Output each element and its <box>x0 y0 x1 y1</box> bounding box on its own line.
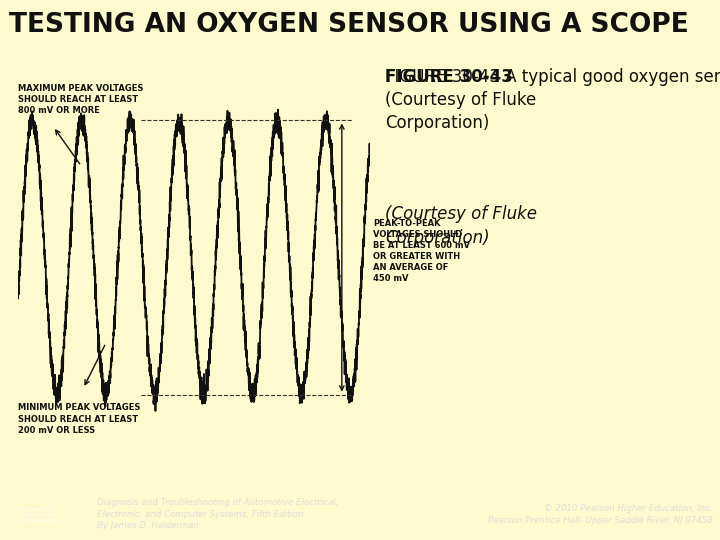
Text: TESTING AN OXYGEN SENSOR USING A SCOPE: TESTING AN OXYGEN SENSOR USING A SCOPE <box>9 12 688 38</box>
Text: (Courtesy of Fluke
Corporation): (Courtesy of Fluke Corporation) <box>385 205 537 247</box>
Text: Macintosh PICT
image format
is not supported: Macintosh PICT image format is not suppo… <box>17 507 59 523</box>
Text: MINIMUM PEAK VOLTAGES
SHOULD REACH AT LEAST
200 mV OR LESS: MINIMUM PEAK VOLTAGES SHOULD REACH AT LE… <box>18 403 140 435</box>
Text: FIGURE 30-43: FIGURE 30-43 <box>385 68 513 85</box>
Text: PEAK-TO-PEAK
VOLTAGES SHOULD
BE AT LEAST 600 mV
OR GREATER WITH
AN AVERAGE OF
45: PEAK-TO-PEAK VOLTAGES SHOULD BE AT LEAST… <box>373 219 470 284</box>
Text: FIGURE 30-43 A typical good oxygen sensor waveform as displayed on a digital sto: FIGURE 30-43 A typical good oxygen senso… <box>385 68 720 132</box>
Text: © 2010 Pearson Higher Education, Inc.
Pearson Prentice Hall- Upper Saddle River,: © 2010 Pearson Higher Education, Inc. Pe… <box>488 504 713 524</box>
Text: MAXIMUM PEAK VOLTAGES
SHOULD REACH AT LEAST
800 mV OR MORE: MAXIMUM PEAK VOLTAGES SHOULD REACH AT LE… <box>18 84 143 115</box>
Text: Diagnosis and Troubleshooting of Automotive Electrical,
Electronic, and Computer: Diagnosis and Troubleshooting of Automot… <box>97 498 338 530</box>
